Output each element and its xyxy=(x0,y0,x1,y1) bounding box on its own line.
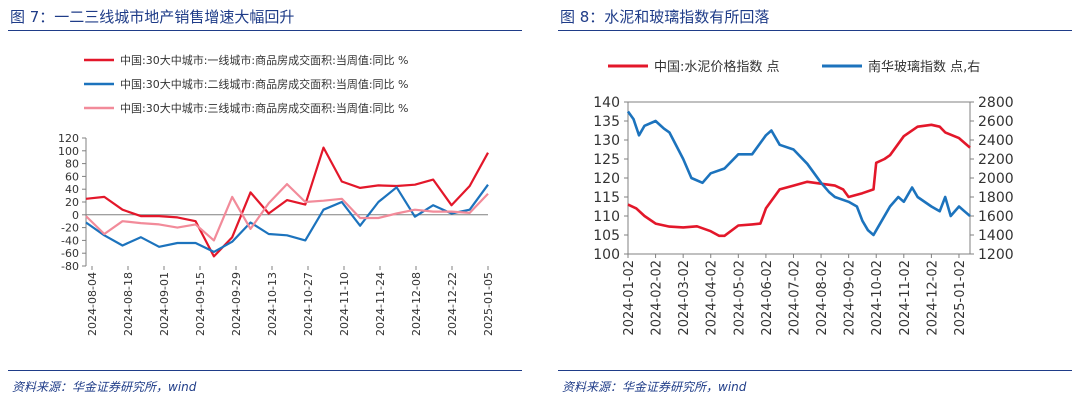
plot-frame xyxy=(627,101,971,255)
x-tick-label: 2024-11-24 xyxy=(374,272,387,336)
y-right-tick-label: 2800 xyxy=(978,95,1014,111)
y-right-tick-label: 1400 xyxy=(978,228,1014,244)
line-chart-left: 中国:30大中城市:一线城市:商品房成交面积:当周值:同比 % 中国:30大中城市… xyxy=(58,53,495,336)
x-tick-label: 2024-04-02 xyxy=(705,260,720,336)
series-line-2 xyxy=(85,184,489,253)
legend-label-1: 中国:水泥价格指数 点 xyxy=(654,59,780,75)
series-line-1 xyxy=(85,146,489,258)
legend-label-3: 中国:30大中城市:三线城市:商品房成交面积:当周值:同比 % xyxy=(120,101,408,115)
source-note-left: 资料来源：华金证券研究所，wind xyxy=(12,380,197,394)
y-tick-label: 120 xyxy=(58,132,79,145)
x-tick-label: 2024-09-29 xyxy=(230,272,243,336)
x-tick-label: 2024-12-22 xyxy=(446,272,459,336)
y-tick-label: 0 xyxy=(72,209,79,222)
x-tick-label: 2024-12-08 xyxy=(410,272,423,336)
y-left-tick-label: 105 xyxy=(593,228,620,244)
y-tick-label: 40 xyxy=(65,183,79,196)
x-tick-label: 2025-01-05 xyxy=(482,272,495,336)
y-tick-label: 60 xyxy=(65,170,79,183)
x-tick-label: 2024-10-02 xyxy=(870,260,885,336)
x-tick-label: 2024-09-01 xyxy=(158,272,171,336)
source-note-right: 资料来源：华金证券研究所，wind xyxy=(562,380,747,394)
source-rule-right xyxy=(558,370,1072,371)
line-chart-right: 中国:水泥价格指数 点 南华玻璃指数 点,右 140 135 130 125 120 115 1… xyxy=(593,59,1014,336)
chart-panel-right: 图 8：水泥和玻璃指数有所回落 中国:水泥价格指数 点 南华玻璃指数 点,右 140… xyxy=(550,0,1080,406)
series-line-2 xyxy=(626,110,971,237)
x-tick-label: 2024-10-13 xyxy=(266,272,279,336)
x-tick-label: 2024-12-02 xyxy=(925,260,940,336)
legend-label-1: 中国:30大中城市:一线城市:商品房成交面积:当周值:同比 % xyxy=(120,53,408,67)
y-tick-label: 100 xyxy=(58,145,79,158)
x-tick-label: 2024-01-02 xyxy=(622,260,637,336)
x-tick-label: 2024-03-02 xyxy=(677,260,692,336)
chart-title-right: 图 8：水泥和玻璃指数有所回落 xyxy=(560,8,770,26)
x-tick-label: 2024-08-04 xyxy=(86,272,99,336)
y-right-tick-label: 2200 xyxy=(978,152,1014,168)
y-tick-label: -40 xyxy=(61,234,79,247)
x-tick-label: 2024-11-02 xyxy=(898,260,913,336)
title-rule-left xyxy=(8,30,522,31)
x-tick-label: 2024-10-27 xyxy=(302,272,315,336)
y-right-tick-label: 1600 xyxy=(978,209,1014,225)
y-tick-label: -80 xyxy=(61,260,79,273)
legend-label-2: 南华玻璃指数 点,右 xyxy=(868,59,980,75)
y-tick-label: 80 xyxy=(65,158,79,171)
x-tick-label: 2025-01-02 xyxy=(953,260,968,336)
x-tick-label: 2024-02-02 xyxy=(650,260,665,336)
y-left-tick-label: 130 xyxy=(593,133,620,149)
chart-panel-left: 图 7：一二三线城市地产销售增速大幅回升 中国:30大中城市:一线城市:商品房成… xyxy=(0,0,530,406)
x-tick-label: 2024-05-02 xyxy=(732,260,747,336)
y-right-tick-label: 2000 xyxy=(978,171,1014,187)
y-left-tick-label: 115 xyxy=(593,190,620,206)
y-tick-label: -20 xyxy=(61,222,79,235)
y-right-tick-label: 1200 xyxy=(978,247,1014,263)
x-tick-label: 2024-06-02 xyxy=(760,260,775,336)
y-tick-label: -60 xyxy=(61,247,79,260)
x-tick-label: 2024-09-02 xyxy=(843,260,858,336)
y-tick-label: 20 xyxy=(65,196,79,209)
x-tick-label: 2024-08-18 xyxy=(122,272,135,336)
y-left-tick-label: 110 xyxy=(593,209,620,225)
series-line-3 xyxy=(85,183,489,242)
y-right-tick-label: 2600 xyxy=(978,114,1014,130)
title-rule-right xyxy=(558,30,1072,31)
y-left-tick-label: 140 xyxy=(593,95,620,111)
x-tick-label: 2024-08-02 xyxy=(815,260,830,336)
y-left-tick-label: 125 xyxy=(593,152,620,168)
x-tick-label: 2024-09-15 xyxy=(194,272,207,336)
chart-title-left: 图 7：一二三线城市地产销售增速大幅回升 xyxy=(10,8,295,26)
x-tick-label: 2024-11-10 xyxy=(338,272,351,336)
legend-label-2: 中国:30大中城市:二线城市:商品房成交面积:当周值:同比 % xyxy=(120,77,408,91)
y-right-tick-label: 1800 xyxy=(978,190,1014,206)
y-left-tick-label: 100 xyxy=(593,247,620,263)
y-right-tick-label: 2400 xyxy=(978,133,1014,149)
y-left-tick-label: 135 xyxy=(593,114,620,130)
x-tick-label: 2024-07-02 xyxy=(787,260,802,336)
series-line-1 xyxy=(627,123,971,238)
source-rule-left xyxy=(8,370,522,371)
y-left-tick-label: 120 xyxy=(593,171,620,187)
